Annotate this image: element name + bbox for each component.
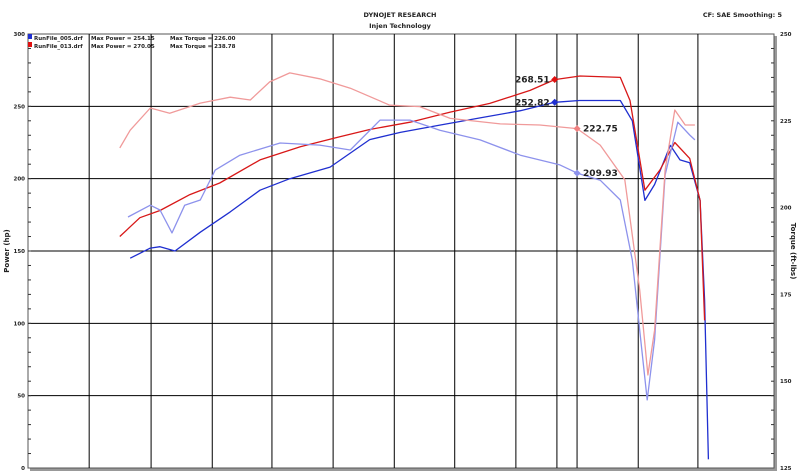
- legend-swatch-2: [28, 42, 32, 47]
- chart-title: DYNOJET RESEARCH: [364, 11, 437, 19]
- series-line-torque-3: [127, 119, 696, 401]
- series-group: [119, 72, 710, 460]
- legend-swatch-1: [28, 34, 32, 39]
- annotation-label: 222.75: [583, 125, 618, 135]
- annotation-marker: [551, 98, 559, 106]
- legend-torque-2: Max Torque = 238.78: [170, 44, 236, 50]
- y-axis-label: Power (hp): [3, 229, 11, 272]
- grid: [28, 34, 774, 468]
- annotation-marker: [551, 76, 559, 84]
- legend-power-1: Max Power = 254.15: [91, 36, 155, 42]
- y2-axis-label: Torque (ft-lbs): [789, 223, 797, 280]
- legend-power-2: Max Power = 270.05: [91, 44, 155, 50]
- y-tick-label: 100: [14, 321, 26, 327]
- y2-tick-label: 125: [780, 466, 792, 472]
- axis-ticks: 0 50 100 150 200 250 300 125 150 175 200 225 250: [14, 32, 792, 472]
- annotation-label: 268.51: [515, 76, 550, 86]
- legend: RunFile_005.drf Max Power = 254.15 Max T…: [28, 34, 236, 50]
- y-tick-label: 200: [14, 177, 26, 183]
- y2-tick-label: 250: [780, 32, 792, 38]
- y-tick-label: 50: [17, 394, 25, 400]
- y-tick-label: 150: [14, 249, 26, 255]
- annotations: 268.51 252.82 222.75 209.93: [515, 76, 618, 180]
- y2-tick-label: 175: [780, 292, 792, 298]
- annotation-label: 252.82: [515, 98, 550, 108]
- settings-text: CF: SAE Smoothing: 5: [703, 11, 783, 19]
- annotation-marker: [573, 169, 581, 177]
- y2-tick-label: 200: [780, 206, 792, 212]
- legend-torque-1: Max Torque = 226.00: [170, 36, 236, 42]
- legend-file-1: RunFile_005.drf: [34, 36, 83, 42]
- y-tick-label: 0: [21, 466, 25, 472]
- y-tick-label: 250: [14, 104, 26, 110]
- chart-subtitle: Injen Technology: [369, 22, 431, 30]
- y2-tick-label: 225: [780, 119, 792, 125]
- y2-tick-label: 150: [780, 379, 792, 385]
- series-line-power-2: [119, 75, 706, 321]
- y-tick-label: 300: [14, 32, 26, 38]
- annotation-label: 209.93: [583, 169, 618, 179]
- series-line-torque-4: [119, 72, 695, 376]
- annotation-marker: [573, 125, 581, 133]
- legend-file-2: RunFile_013.drf: [34, 44, 83, 50]
- series-line-power-1: [129, 99, 710, 460]
